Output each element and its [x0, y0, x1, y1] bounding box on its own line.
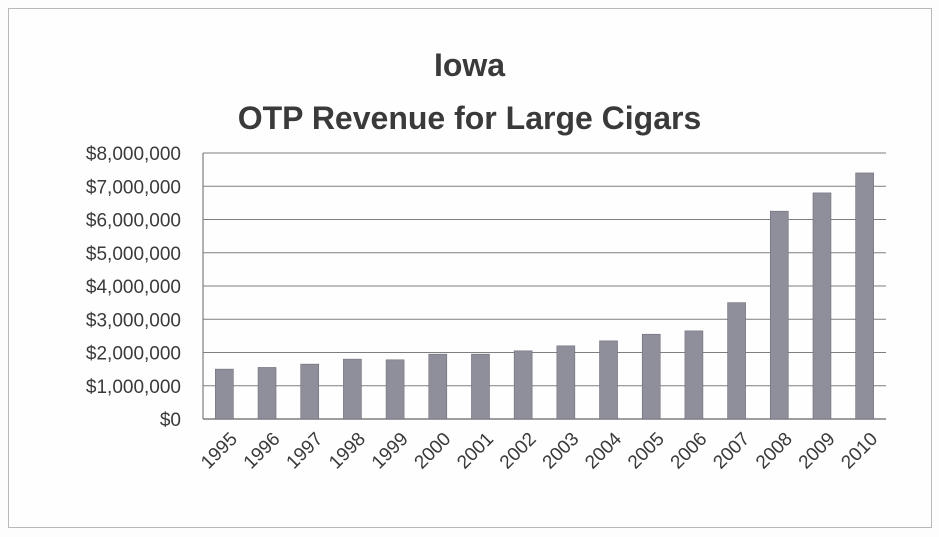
y-tick-label: $4,000,000: [86, 277, 181, 298]
bar: [641, 333, 661, 420]
bar: [855, 172, 874, 420]
x-tick-label: 1999: [368, 429, 413, 474]
x-tick-label: 2002: [496, 429, 541, 474]
y-axis-ticks: $0 $1,000,000 $2,000,000 $3,000,000 $4,000,0…: [86, 144, 181, 431]
y-tick-label: $6,000,000: [86, 211, 181, 232]
x-tick-label: 2000: [411, 429, 456, 474]
x-tick-label: 2006: [667, 429, 712, 474]
bar: [215, 368, 234, 420]
bar: [769, 210, 789, 420]
bar: [727, 302, 746, 420]
x-tick-label: 1997: [283, 429, 328, 474]
x-tick-label: 1995: [197, 429, 242, 474]
bar: [300, 363, 320, 420]
x-tick-label: 2010: [837, 429, 882, 474]
bar: [599, 340, 618, 420]
y-tick-label: $2,000,000: [86, 344, 181, 365]
x-tick-label: 1996: [240, 429, 285, 474]
bar: [428, 353, 448, 420]
y-tick-label: $3,000,000: [86, 310, 181, 331]
y-tick-label: $5,000,000: [86, 244, 181, 265]
bar: [385, 359, 405, 420]
bar: [684, 330, 704, 420]
y-tick-label: $0: [160, 410, 181, 431]
x-tick-label: 2003: [539, 429, 584, 474]
bar: [343, 358, 362, 420]
x-tick-label: 2007: [709, 429, 754, 474]
chart-title: Iowa: [433, 47, 506, 83]
bar: [812, 192, 832, 420]
x-tick-label: 2009: [795, 429, 840, 474]
chart-subtitle: OTP Revenue for Large Cigars: [237, 100, 702, 136]
bar: [257, 367, 277, 420]
x-tick-label: 2005: [624, 429, 669, 474]
x-axis-ticks: 1995199619971998199920002001200220032004…: [197, 428, 882, 473]
bar: [513, 350, 533, 420]
x-tick-label: 2004: [581, 428, 626, 473]
bar: [471, 353, 490, 420]
y-tick-label: $7,000,000: [86, 177, 181, 198]
y-tick-label: $1,000,000: [86, 377, 181, 398]
y-tick-label: $8,000,000: [86, 144, 181, 165]
x-tick-label: 1998: [325, 429, 370, 474]
x-tick-label: 2008: [752, 429, 797, 474]
x-tick-label: 2001: [453, 429, 498, 474]
bars: [215, 172, 874, 420]
bar: [556, 345, 576, 420]
